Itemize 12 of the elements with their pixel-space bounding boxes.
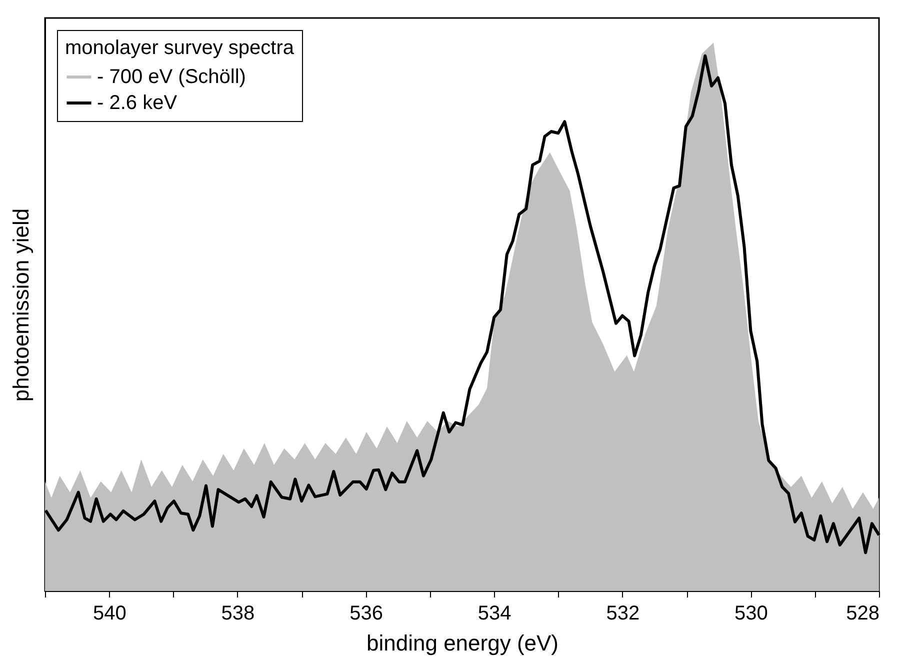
x-tick-label: 536 (350, 602, 383, 624)
x-tick-label: 538 (221, 602, 255, 624)
legend-title: monolayer survey spectra (65, 37, 295, 59)
x-tick-label: 540 (92, 602, 126, 624)
x-tick-label: 532 (606, 602, 640, 624)
legend-label: - 2.6 keV (97, 92, 178, 114)
legend-label: - 700 eV (Schöll) (97, 66, 246, 88)
y-axis-title: photoemission yield (8, 208, 34, 402)
x-tick-label: 528 (846, 602, 880, 624)
x-tick-label: 530 (734, 602, 768, 624)
x-axis-title: binding energy (eV) (366, 630, 559, 656)
x-tick-label: 534 (478, 602, 512, 624)
